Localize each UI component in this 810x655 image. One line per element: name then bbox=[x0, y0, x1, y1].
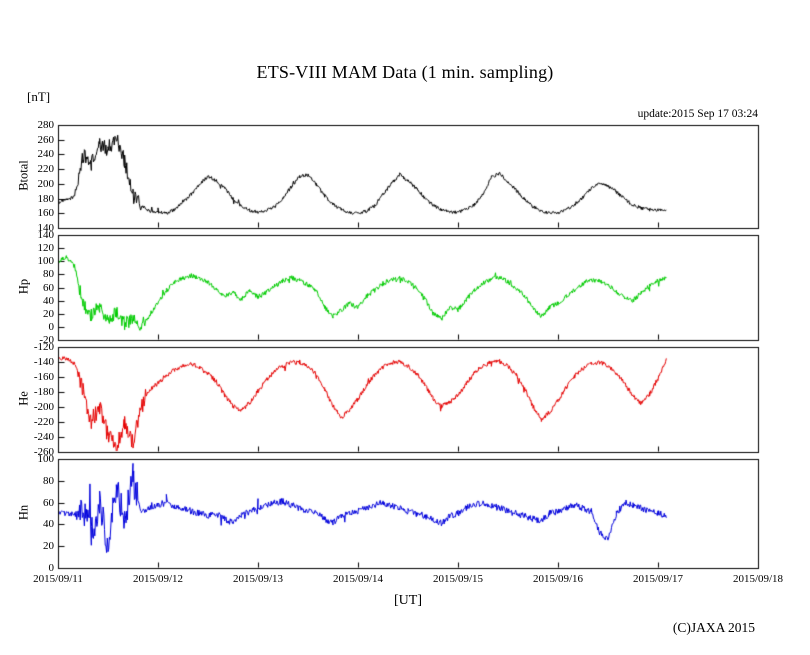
y-tick-label: 160 bbox=[37, 207, 55, 219]
x-tick-label: 2015/09/13 bbox=[232, 573, 284, 585]
y-tick-label: 200 bbox=[37, 178, 55, 190]
y-tick-label: 220 bbox=[37, 163, 55, 175]
y-tick-label: 180 bbox=[37, 193, 55, 205]
y-tick-label: -180 bbox=[33, 386, 54, 398]
y-tick-label: -160 bbox=[33, 371, 54, 383]
panel-ylabel-hn: Hn bbox=[16, 504, 31, 521]
y-tick-label: -120 bbox=[33, 341, 54, 353]
y-tick-label: -140 bbox=[33, 356, 54, 368]
y-tick-label: 260 bbox=[37, 134, 55, 146]
x-tick-label: 2015/09/18 bbox=[732, 573, 784, 585]
y-tick-label: -260 bbox=[33, 446, 54, 458]
x-tick-label: 2015/09/17 bbox=[632, 573, 684, 585]
y-tick-label: 120 bbox=[37, 242, 55, 254]
y-tick-label: 280 bbox=[37, 119, 55, 131]
panel-ylabel-btotal: Btotal bbox=[16, 160, 31, 191]
y-tick-label: 40 bbox=[43, 295, 54, 307]
y-tick-label: 100 bbox=[37, 255, 55, 267]
copyright-label: (C)JAXA 2015 bbox=[672, 620, 755, 635]
y-tick-label: -20 bbox=[39, 334, 54, 346]
y-tick-label: 60 bbox=[43, 497, 54, 509]
y-tick-label: 20 bbox=[43, 540, 54, 552]
y-tick-label: 80 bbox=[43, 268, 54, 280]
y-tick-label: 20 bbox=[43, 308, 54, 320]
y-tick-label: 140 bbox=[37, 222, 55, 234]
y-tick-label: 0 bbox=[48, 562, 55, 574]
x-axis-label: [UT] bbox=[394, 593, 422, 608]
page-title: ETS-VIII MAM Data (1 min. sampling) bbox=[256, 62, 554, 82]
x-tick-label: 2015/09/16 bbox=[532, 573, 584, 585]
x-tick-label: 2015/09/12 bbox=[132, 573, 184, 585]
y-tick-label: 80 bbox=[43, 475, 54, 487]
panel-ylabel-he: He bbox=[16, 391, 31, 406]
y-axis-unit-label: [nT] bbox=[27, 89, 51, 104]
x-tick-label: 2015/09/14 bbox=[332, 573, 384, 585]
x-tick-label: 2015/09/11 bbox=[33, 573, 83, 585]
y-tick-label: 60 bbox=[43, 282, 54, 294]
panel-ylabel-hp: Hp bbox=[16, 278, 31, 295]
x-tick-label: 2015/09/15 bbox=[432, 573, 484, 585]
y-tick-label: 0 bbox=[48, 321, 55, 333]
y-tick-label: 100 bbox=[37, 453, 55, 465]
update-timestamp: update:2015 Sep 17 03:24 bbox=[637, 108, 758, 120]
y-tick-label: 140 bbox=[37, 229, 55, 241]
y-tick-label: -240 bbox=[33, 431, 54, 443]
y-tick-label: -200 bbox=[33, 401, 54, 413]
y-tick-label: 240 bbox=[37, 148, 55, 160]
y-tick-label: -220 bbox=[33, 416, 54, 428]
y-tick-label: 40 bbox=[43, 518, 54, 530]
